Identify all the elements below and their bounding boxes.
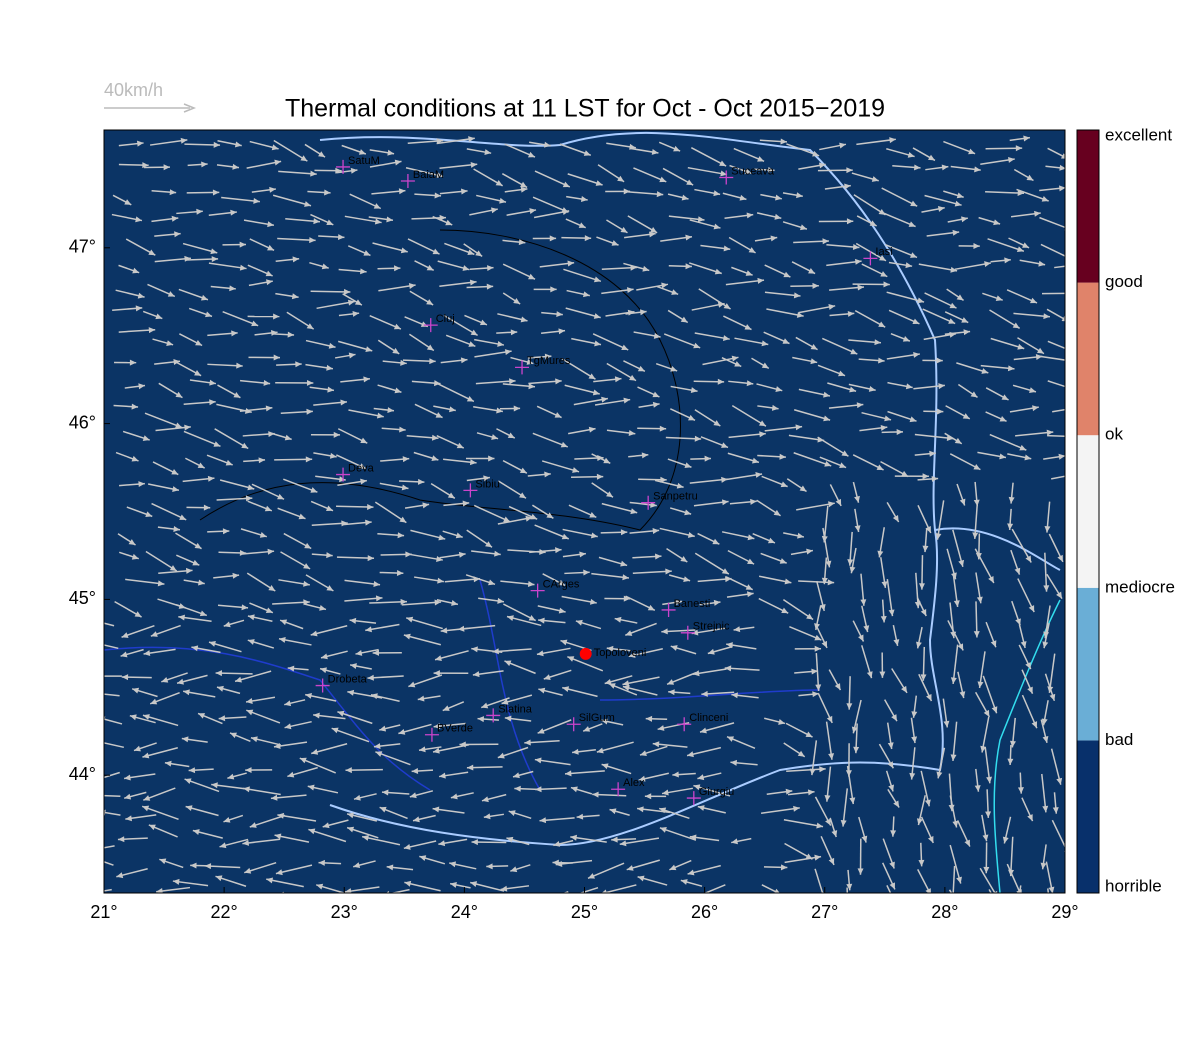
colorbar-segment: [1077, 435, 1099, 588]
station-label: Banesti: [674, 598, 711, 610]
wind-arrowhead: [826, 923, 832, 930]
colorbar-segment: [1077, 588, 1099, 741]
wind-arrowhead: [893, 902, 898, 909]
x-tick-label: 29°: [1051, 902, 1078, 922]
station-label: BaiaM: [413, 169, 444, 181]
wind-arrowhead: [1068, 358, 1075, 364]
station-label: SilGum: [579, 712, 615, 724]
station-label: Slatina: [498, 703, 533, 715]
colorbar-label: excellent: [1105, 125, 1172, 144]
x-tick-label: 24°: [451, 902, 478, 922]
wind-arrowhead: [998, 909, 1004, 916]
colorbar-segment: [1077, 130, 1099, 283]
wind-arrowhead: [92, 857, 99, 863]
wind-arrow: [795, 893, 821, 901]
wind-arrowhead: [99, 810, 106, 816]
map-title: Thermal conditions at 11 LST for Oct - O…: [285, 95, 885, 123]
x-tick-label: 25°: [571, 902, 598, 922]
colorbar-label: mediocre: [1105, 577, 1175, 596]
wind-arrowhead: [1066, 255, 1073, 260]
colorbar-segment: [1077, 283, 1099, 436]
x-tick-label: 26°: [691, 902, 718, 922]
x-tick-label: 27°: [811, 902, 838, 922]
station-label: Giurgiu: [699, 786, 734, 798]
wind-arrowhead: [564, 894, 571, 900]
wind-arrowhead: [90, 690, 97, 696]
colorbar-label: horrible: [1105, 876, 1162, 895]
colorbar-label: bad: [1105, 730, 1133, 749]
colorbar-segment: [1077, 740, 1099, 893]
y-tick-label: 44°: [69, 764, 96, 784]
station-label: SatuM: [348, 155, 380, 167]
x-tick-label: 23°: [331, 902, 358, 922]
wind-arrowhead: [933, 921, 938, 928]
map-area: 21° 22° 23° 24° 25° 26° 27° 28° 29° 44° 45° 46° 47° S…: [69, 130, 1085, 930]
wind-arrowhead: [1066, 384, 1073, 390]
station-label: CArges: [543, 579, 580, 591]
station-label: Drobeta: [328, 673, 368, 685]
wind-arrowhead: [1067, 433, 1073, 439]
wind-scale-label: 40km/h: [104, 80, 163, 100]
colorbar: horrible bad mediocre ok good excellent: [1077, 125, 1175, 895]
wind-arrowhead: [845, 914, 851, 920]
wind-arrowhead: [87, 890, 94, 896]
station-label: Sibiu: [475, 478, 499, 490]
wind-arrowhead: [692, 893, 699, 899]
station-label: Cluj: [436, 313, 455, 325]
y-tick-label: 47°: [69, 237, 96, 257]
y-tick-label: 45°: [69, 588, 96, 608]
wind-arrowhead: [84, 792, 90, 798]
wind-arrow: [1047, 436, 1074, 437]
wind-arrowhead: [86, 617, 93, 623]
x-tick-label: 28°: [931, 902, 958, 922]
station-label: Clinceni: [689, 712, 728, 724]
wind-arrowhead: [83, 848, 90, 854]
colorbar-label: good: [1105, 272, 1143, 291]
wind-arrowhead: [249, 900, 256, 906]
y-tick-label: 46°: [69, 412, 96, 432]
site-marker: [580, 648, 592, 660]
station-label: Alex: [623, 777, 645, 789]
wind-arrowhead: [96, 775, 103, 781]
wind-arrowhead: [94, 641, 101, 647]
station-label: Iasi: [875, 246, 892, 258]
x-tick-label: 22°: [211, 902, 238, 922]
wind-arrowhead: [1070, 472, 1077, 478]
x-tick-label: 21°: [90, 902, 117, 922]
wind-arrowhead: [119, 896, 126, 902]
wind-arrowhead: [87, 673, 93, 679]
station-label: Suceava: [731, 165, 775, 177]
station-label: BVerde: [437, 723, 473, 735]
station-label: Sanpetru: [653, 491, 698, 503]
wind-arrow: [119, 893, 150, 900]
wind-arrowhead: [542, 897, 549, 903]
station-label: Deva: [348, 462, 375, 474]
wind-arrowhead: [1015, 906, 1021, 913]
station-label: TgMures: [527, 355, 571, 367]
wind-arrow: [249, 892, 284, 904]
wind-arrowhead: [93, 739, 100, 745]
colorbar-label: ok: [1105, 425, 1123, 444]
wind-arrowhead: [964, 917, 970, 924]
station-label: Strejnic: [693, 621, 730, 633]
site-label: Topoloveni: [594, 647, 647, 659]
